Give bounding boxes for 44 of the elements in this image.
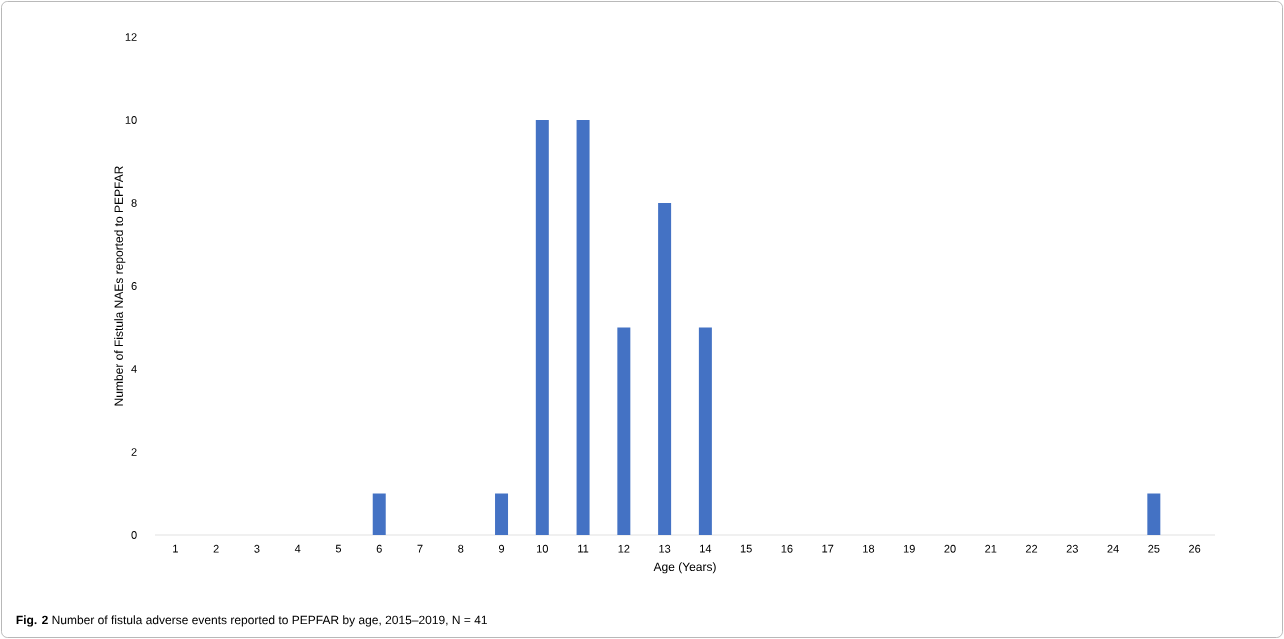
y-tick-label: 2 — [131, 448, 137, 456]
x-tick-label: 12 — [618, 544, 630, 553]
x-tick-label: 5 — [335, 544, 342, 553]
x-tick-label: 7 — [417, 544, 423, 553]
y-tick-label: 10 — [125, 116, 137, 124]
bar — [576, 119, 590, 535]
x-tick-label: 9 — [498, 544, 505, 553]
x-axis-title: Age (Years) — [653, 562, 716, 574]
y-tick-label: 4 — [131, 365, 137, 373]
x-tick-label: 26 — [1189, 544, 1201, 553]
bar — [1147, 493, 1161, 535]
bar — [372, 493, 386, 535]
x-tick-label: 16 — [781, 544, 793, 553]
bar — [535, 119, 549, 535]
x-tick-label: 21 — [985, 544, 997, 553]
x-tick-label: 22 — [1025, 544, 1038, 553]
x-tick-label: 20 — [944, 544, 956, 553]
y-tick-label: 12 — [125, 33, 137, 41]
x-tick-label: 11 — [578, 544, 589, 553]
bar — [617, 327, 631, 535]
text: Fig. 2 Number of fistula adverse events reported to PEPFAR by age, 2015–2019, N = 41 — [16, 615, 487, 627]
x-tick-label: 23 — [1066, 544, 1078, 553]
y-tick-label: 6 — [131, 282, 137, 290]
x-tick-label: 10 — [537, 544, 548, 553]
bar — [495, 493, 509, 535]
y-tick-label: 8 — [131, 199, 137, 207]
x-tick-label: 3 — [254, 544, 260, 553]
x-tick-label: 6 — [376, 544, 382, 553]
x-tick-label: 13 — [659, 544, 671, 553]
x-tick-label: 4 — [294, 544, 301, 553]
bar — [658, 203, 672, 535]
x-tick-label: 25 — [1148, 544, 1160, 553]
x-tick-label: 24 — [1107, 544, 1119, 553]
y-tick-label: 0 — [131, 531, 137, 539]
bar — [698, 327, 712, 535]
x-tick-label: 2 — [213, 544, 219, 553]
x-tick-label: 14 — [700, 544, 712, 553]
y-axis-title: Number of Fistula NAEs reported to PEPFAR — [114, 166, 126, 406]
x-tick-label: 1 — [173, 544, 178, 553]
x-tick-label: 15 — [740, 544, 752, 553]
x-tick-label: 8 — [458, 544, 464, 553]
x-tick-label: 18 — [863, 544, 875, 553]
x-tick-label: 17 — [822, 544, 834, 553]
x-tick-label: 19 — [903, 544, 915, 553]
